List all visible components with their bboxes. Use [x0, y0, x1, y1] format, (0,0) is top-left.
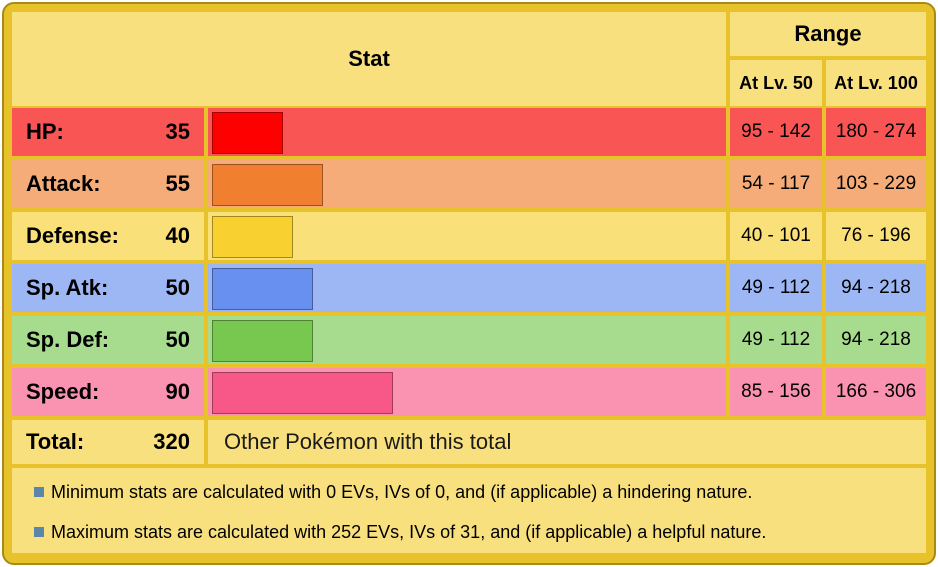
- notes-panel: [12, 468, 926, 553]
- lv100-header: At Lv. 100: [826, 60, 926, 106]
- stat-bar: [212, 268, 313, 310]
- range-lv50: 49 - 112: [741, 277, 811, 298]
- stat-label-cell: Defense: 40: [12, 212, 204, 260]
- range-lv50: 54 - 117: [741, 173, 811, 194]
- stat-value: 90: [165, 379, 190, 404]
- stat-label-cell: Attack: 55: [12, 160, 204, 208]
- stat-name: Attack:: [26, 171, 101, 196]
- range-lv100-cell: 180 - 274: [826, 108, 926, 156]
- stat-bar: [212, 372, 393, 414]
- stat-value: 50: [165, 275, 190, 300]
- stat-bar: [212, 164, 323, 206]
- stat-name: Sp. Atk:: [26, 275, 109, 300]
- range-header: Range: [730, 12, 926, 56]
- stat-label-cell: Sp. Atk: 50: [12, 264, 204, 312]
- range-lv100-cell: 94 - 218: [826, 316, 926, 364]
- range-lv50: 85 - 156: [741, 381, 811, 402]
- stat-bar: [212, 216, 293, 258]
- range-lv100: 166 - 306: [835, 381, 917, 402]
- range-lv50-cell: 49 - 112: [730, 264, 822, 312]
- range-lv50: 95 - 142: [741, 121, 811, 142]
- total-link-cell: Other Pokémon with this total: [208, 420, 926, 464]
- stat-label-cell: HP: 35: [12, 108, 204, 156]
- stat-bar-cell: [208, 264, 726, 312]
- stat-value: 50: [165, 327, 190, 352]
- stat-header: Stat: [12, 12, 726, 106]
- total-label: Total:: [26, 429, 85, 454]
- stat-bar-cell: [208, 108, 726, 156]
- lv50-header-label: At Lv. 50: [739, 72, 813, 93]
- range-lv50: 49 - 112: [741, 329, 811, 350]
- other-pokemon-link[interactable]: Other Pokémon with this total: [224, 429, 512, 454]
- range-lv100-cell: 94 - 218: [826, 264, 926, 312]
- stat-bar: [212, 320, 313, 362]
- range-lv100: 94 - 218: [841, 329, 911, 350]
- stat-name: Speed:: [26, 379, 100, 404]
- range-lv50-cell: 40 - 101: [730, 212, 822, 260]
- stat-name: Defense:: [26, 223, 119, 248]
- range-lv50: 40 - 101: [741, 225, 811, 246]
- bullet-icon: [34, 487, 44, 497]
- stat-value: 35: [165, 119, 190, 144]
- stat-name: HP:: [26, 119, 64, 144]
- lv50-header: At Lv. 50: [730, 60, 822, 106]
- stat-bar-cell: [208, 160, 726, 208]
- stat-bar-cell: [208, 316, 726, 364]
- lv100-header-label: At Lv. 100: [834, 72, 918, 93]
- range-lv50-cell: 85 - 156: [730, 368, 822, 416]
- note-min: Minimum stats are calculated with 0 EVs,…: [34, 481, 752, 503]
- note-max: Maximum stats are calculated with 252 EV…: [34, 521, 766, 543]
- range-lv100: 94 - 218: [841, 277, 911, 298]
- bullet-icon: [34, 527, 44, 537]
- note-max-text: Maximum stats are calculated with 252 EV…: [51, 521, 767, 542]
- range-lv100: 180 - 274: [835, 121, 917, 142]
- note-min-text: Minimum stats are calculated with 0 EVs,…: [51, 481, 753, 502]
- stat-value: 40: [165, 223, 190, 248]
- stat-label-cell: Sp. Def: 50: [12, 316, 204, 364]
- range-lv100: 103 - 229: [835, 173, 917, 194]
- stat-label-cell: Speed: 90: [12, 368, 204, 416]
- range-lv100-cell: 166 - 306: [826, 368, 926, 416]
- range-lv100-cell: 76 - 196: [826, 212, 926, 260]
- range-lv100-cell: 103 - 229: [826, 160, 926, 208]
- stat-name: Sp. Def:: [26, 327, 110, 352]
- range-lv50-cell: 49 - 112: [730, 316, 822, 364]
- range-lv50-cell: 95 - 142: [730, 108, 822, 156]
- stat-bar: [212, 112, 283, 154]
- stat-bar-cell: [208, 212, 726, 260]
- range-lv50-cell: 54 - 117: [730, 160, 822, 208]
- stat-header-label: Stat: [348, 46, 390, 71]
- stat-value: 55: [165, 171, 190, 196]
- total-cell: Total: 320: [12, 420, 204, 464]
- stat-bar-cell: [208, 368, 726, 416]
- range-lv100: 76 - 196: [841, 225, 911, 246]
- total-value: 320: [153, 429, 190, 454]
- range-header-label: Range: [794, 21, 862, 46]
